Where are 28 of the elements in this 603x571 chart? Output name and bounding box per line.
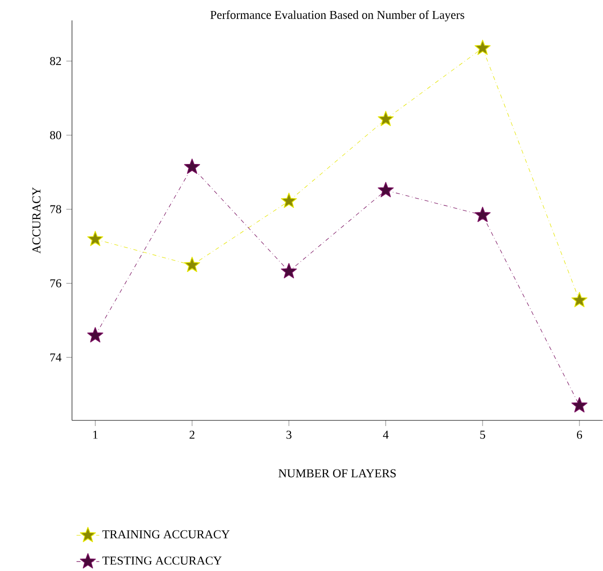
x-tick-label: 3 [286, 430, 292, 439]
point [184, 256, 200, 272]
y-tick-label: 76 [50, 279, 62, 288]
point [87, 230, 104, 246]
x-tick-label: 6 [576, 430, 582, 439]
y-tick-label: 82 [50, 57, 61, 66]
chart-title: Performance Evaluation Based on Number of Layers [210, 10, 464, 22]
point [474, 40, 491, 55]
legend-label: TESTING ACCURACY [102, 556, 222, 565]
y-axis-title: ACCURACY [32, 187, 40, 254]
point [571, 397, 588, 412]
legend-label: TRAINING ACCURACY [102, 530, 230, 538]
x-tick-label: 5 [480, 430, 486, 439]
point [280, 263, 297, 278]
x-tick-label: 1 [93, 430, 98, 439]
point [87, 327, 104, 342]
point [474, 206, 491, 222]
y-tick-label: 78 [50, 205, 62, 214]
point [280, 192, 297, 208]
x-tick-label: 4 [382, 430, 389, 439]
point [378, 182, 394, 198]
point [378, 110, 394, 126]
point [184, 158, 200, 174]
point [571, 292, 588, 308]
y-tick-label: 80 [50, 131, 62, 140]
x-axis-title: NUMBER OF LAYERS [278, 469, 396, 478]
y-tick-label: 74 [50, 353, 62, 362]
x-tick-label: 2 [190, 430, 194, 439]
